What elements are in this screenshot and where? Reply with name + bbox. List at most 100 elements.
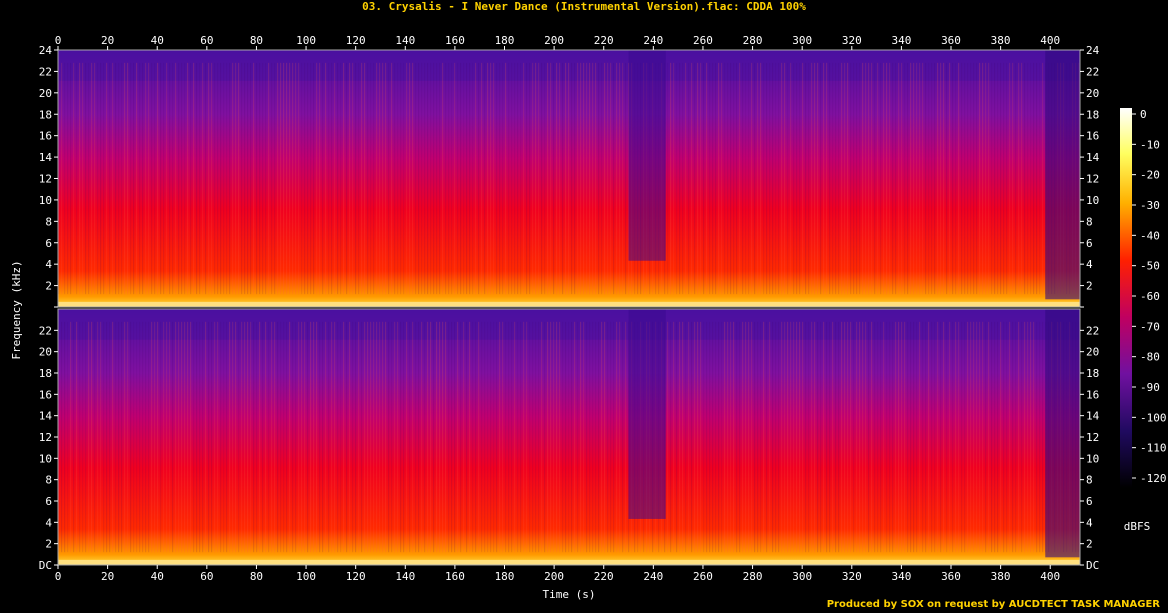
spectral-streak [85, 62, 87, 295]
spectral-streak [448, 62, 450, 295]
spectral-streak [490, 62, 492, 295]
spectral-streak [202, 321, 204, 553]
spectral-streak [919, 62, 921, 295]
quiet-section [628, 50, 666, 261]
spectral-streak [736, 321, 738, 553]
spectral-streak [829, 321, 831, 553]
spectral-streak [955, 62, 957, 295]
y-tick-label-right: 14 [1086, 151, 1100, 164]
spectral-streak [817, 321, 819, 553]
spectral-streak [841, 62, 843, 295]
spectral-streak [193, 321, 195, 553]
y-tick-label-left: 24 [39, 44, 53, 57]
spectral-streak [745, 321, 747, 553]
y-tick-label-right: 22 [1086, 324, 1099, 337]
y-tick-label-left: 12 [39, 431, 52, 444]
fade-out-region [1045, 50, 1080, 300]
spectral-streak [67, 62, 69, 295]
spectral-streak [298, 62, 300, 295]
spectral-streak [172, 62, 174, 295]
spectral-streak [862, 321, 864, 553]
spectral-streak [532, 62, 534, 295]
spectral-streak [496, 62, 498, 295]
spectral-streak [64, 321, 66, 553]
y-tick-label-right: DC [1086, 559, 1099, 572]
x-tick-label-top: 140 [395, 34, 415, 47]
spectral-streak [961, 321, 963, 553]
spectral-streak [346, 62, 348, 295]
spectral-streak [379, 62, 381, 295]
spectral-streak [385, 321, 387, 553]
spectral-streak [457, 62, 459, 295]
spectral-streak [124, 62, 126, 295]
spectral-streak [112, 62, 114, 295]
spectral-streak [403, 321, 405, 553]
spectral-streak [874, 62, 876, 295]
spectral-streak [85, 321, 87, 553]
spectral-streak [481, 62, 483, 295]
spectral-streak [103, 321, 105, 553]
spectral-streak [277, 62, 279, 295]
colorbar-tick-label: -120 [1140, 472, 1167, 485]
spectral-streak [478, 62, 480, 295]
spectrogram-field [58, 50, 1080, 307]
spectral-streak [916, 62, 918, 295]
y-tick-label-left: 4 [45, 516, 52, 529]
spectral-streak [673, 62, 675, 295]
spectral-streak [928, 62, 930, 295]
spectral-streak [826, 62, 828, 295]
y-tick-label-left: 10 [39, 194, 52, 207]
colorbar-tick-label: -10 [1140, 138, 1160, 151]
spectral-streak [262, 62, 264, 295]
colorbar-tick-label: -30 [1140, 199, 1160, 212]
y-tick-label-left: 18 [39, 367, 52, 380]
spectral-streak [328, 321, 330, 553]
spectral-streak [793, 321, 795, 553]
spectral-streak [79, 321, 81, 553]
y-tick-label-left: DC [39, 559, 52, 572]
spectral-streak [772, 62, 774, 295]
spectral-streak [70, 62, 72, 295]
spectral-streak [493, 321, 495, 553]
spectral-streak [928, 321, 930, 553]
spectral-streak [514, 321, 516, 553]
spectral-streak [451, 62, 453, 295]
spectrogram-channel-1 [57, 49, 1081, 308]
spectral-streak [76, 62, 78, 295]
spectral-streak [235, 62, 237, 295]
spectral-streak [1030, 321, 1032, 553]
spectral-streak [133, 62, 135, 295]
spectral-streak [535, 321, 537, 553]
spectral-streak [304, 62, 306, 295]
spectral-streak [697, 321, 699, 553]
spectral-streak [241, 62, 243, 295]
spectral-streak [1039, 321, 1041, 553]
spectral-streak [796, 62, 798, 295]
spectral-streak [1000, 321, 1002, 553]
spectral-streak [856, 321, 858, 553]
spectral-streak [184, 62, 186, 295]
spectral-streak [757, 62, 759, 295]
spectral-streak [244, 321, 246, 553]
spectral-streak [556, 62, 558, 295]
spectral-streak [1027, 62, 1029, 295]
spectral-streak [211, 62, 213, 295]
colorbar-tick-label: -60 [1140, 290, 1160, 303]
spectral-streak [316, 321, 318, 553]
spectral-streak [280, 321, 282, 553]
spectral-streak [724, 62, 726, 295]
spectral-streak [331, 62, 333, 295]
spectral-streak [931, 321, 933, 553]
spectral-streak [967, 62, 969, 295]
spectral-streak [442, 321, 444, 553]
y-tick-label-left: 2 [45, 280, 52, 293]
spectral-streak [937, 321, 939, 553]
spectral-streak [454, 62, 456, 295]
spectral-streak [574, 62, 576, 295]
spectral-streak [457, 321, 459, 553]
spectral-streak [163, 321, 165, 553]
spectral-streak [256, 321, 258, 553]
y-tick-label-left: 16 [39, 130, 52, 143]
spectral-streak [307, 321, 309, 553]
spectral-streak [130, 321, 132, 553]
